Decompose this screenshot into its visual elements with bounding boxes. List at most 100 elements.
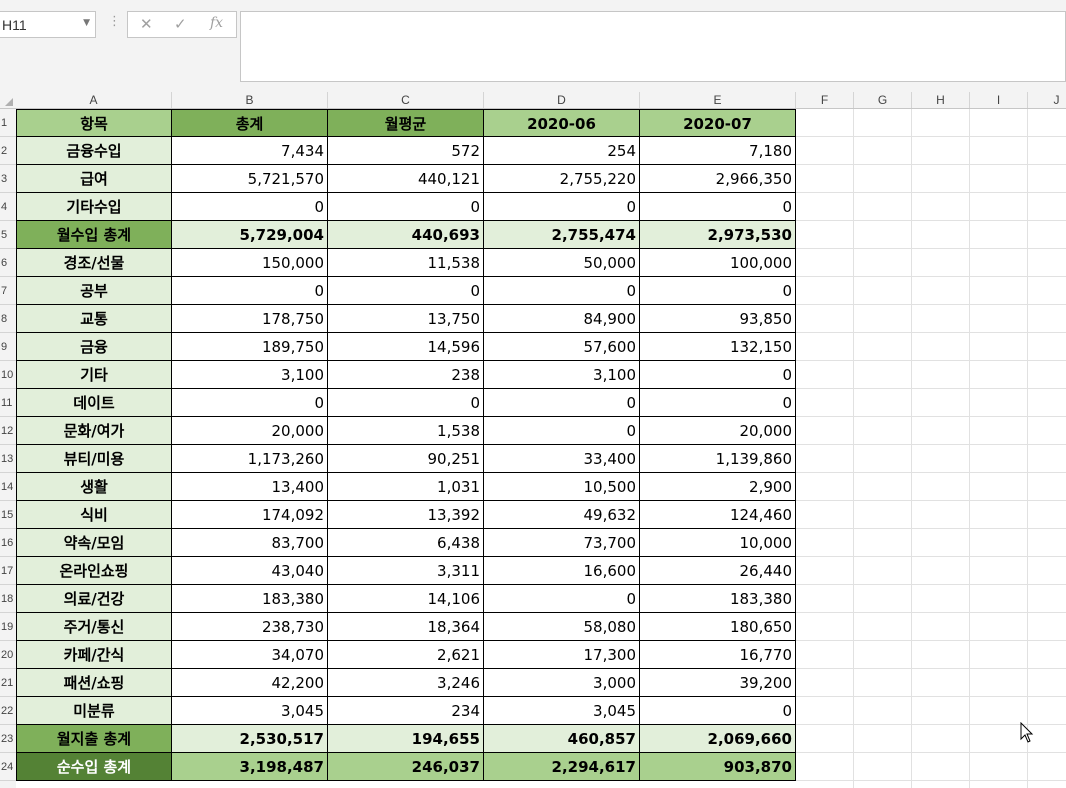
value-cell[interactable]: 57,600	[484, 333, 640, 361]
value-cell[interactable]: 0	[640, 277, 796, 305]
column-header-i[interactable]: I	[970, 92, 1028, 108]
value-cell[interactable]: 1,538	[328, 417, 484, 445]
value-cell[interactable]: 3,100	[484, 361, 640, 389]
value-cell[interactable]: 13,400	[172, 473, 328, 501]
value-cell[interactable]: 194,655	[328, 725, 484, 753]
row-header-9[interactable]: 9	[0, 333, 16, 361]
row-header-21[interactable]: 21	[0, 669, 16, 697]
row-label-cell[interactable]: 식비	[16, 501, 172, 529]
row-label-cell[interactable]: 월수입 총계	[16, 221, 172, 249]
row-label-cell[interactable]: 카페/간식	[16, 641, 172, 669]
value-cell[interactable]: 2,966,350	[640, 165, 796, 193]
value-cell[interactable]: 2,973,530	[640, 221, 796, 249]
value-cell[interactable]: 572	[328, 137, 484, 165]
value-cell[interactable]: 83,700	[172, 529, 328, 557]
row-label-cell[interactable]: 온라인쇼핑	[16, 557, 172, 585]
row-header-7[interactable]: 7	[0, 277, 16, 305]
value-cell[interactable]: 90,251	[328, 445, 484, 473]
value-cell[interactable]: 3,246	[328, 669, 484, 697]
value-cell[interactable]: 0	[172, 193, 328, 221]
row-header-19[interactable]: 19	[0, 613, 16, 641]
value-cell[interactable]: 1,031	[328, 473, 484, 501]
value-cell[interactable]: 16,770	[640, 641, 796, 669]
row-label-cell[interactable]: 데이트	[16, 389, 172, 417]
value-cell[interactable]: 0	[328, 277, 484, 305]
value-cell[interactable]: 0	[328, 389, 484, 417]
value-cell[interactable]: 3,100	[172, 361, 328, 389]
value-cell[interactable]: 42,200	[172, 669, 328, 697]
value-cell[interactable]: 238	[328, 361, 484, 389]
value-cell[interactable]: 2,621	[328, 641, 484, 669]
row-header-6[interactable]: 6	[0, 249, 16, 277]
column-header-d[interactable]: D	[484, 92, 640, 108]
value-cell[interactable]: 1,139,860	[640, 445, 796, 473]
value-cell[interactable]: 124,460	[640, 501, 796, 529]
value-cell[interactable]: 33,400	[484, 445, 640, 473]
value-cell[interactable]: 10,500	[484, 473, 640, 501]
formula-input[interactable]	[240, 11, 1066, 82]
value-cell[interactable]: 180,650	[640, 613, 796, 641]
value-cell[interactable]: 34,070	[172, 641, 328, 669]
row-label-cell[interactable]: 약속/모임	[16, 529, 172, 557]
header-cell[interactable]: 항목	[16, 109, 172, 137]
row-label-cell[interactable]: 교통	[16, 305, 172, 333]
value-cell[interactable]: 49,632	[484, 501, 640, 529]
value-cell[interactable]: 100,000	[640, 249, 796, 277]
row-header-11[interactable]: 11	[0, 389, 16, 417]
value-cell[interactable]: 3,045	[484, 697, 640, 725]
value-cell[interactable]: 11,538	[328, 249, 484, 277]
row-label-cell[interactable]: 공부	[16, 277, 172, 305]
header-cell[interactable]: 월평균	[328, 109, 484, 137]
value-cell[interactable]: 2,755,474	[484, 221, 640, 249]
chevron-down-icon[interactable]: ▼	[83, 18, 90, 28]
row-header-18[interactable]: 18	[0, 585, 16, 613]
value-cell[interactable]: 2,755,220	[484, 165, 640, 193]
value-cell[interactable]: 7,434	[172, 137, 328, 165]
row-label-cell[interactable]: 경조/선물	[16, 249, 172, 277]
value-cell[interactable]: 0	[640, 193, 796, 221]
insert-function-icon[interactable]: fx	[210, 15, 224, 31]
row-label-cell[interactable]: 주거/통신	[16, 613, 172, 641]
row-header-4[interactable]: 4	[0, 193, 16, 221]
row-header-24[interactable]: 24	[0, 753, 16, 781]
header-cell[interactable]: 총계	[172, 109, 328, 137]
row-header-13[interactable]: 13	[0, 445, 16, 473]
row-header-2[interactable]: 2	[0, 137, 16, 165]
row-header-10[interactable]: 10	[0, 361, 16, 389]
select-all-button[interactable]	[0, 92, 16, 108]
value-cell[interactable]: 6,438	[328, 529, 484, 557]
header-cell[interactable]: 2020-07	[640, 109, 796, 137]
row-label-cell[interactable]: 기타수입	[16, 193, 172, 221]
row-label-cell[interactable]: 의료/건강	[16, 585, 172, 613]
column-header-a[interactable]: A	[16, 92, 172, 108]
value-cell[interactable]: 150,000	[172, 249, 328, 277]
value-cell[interactable]: 0	[640, 389, 796, 417]
row-label-cell[interactable]: 생활	[16, 473, 172, 501]
value-cell[interactable]: 2,900	[640, 473, 796, 501]
value-cell[interactable]: 3,045	[172, 697, 328, 725]
value-cell[interactable]: 0	[328, 193, 484, 221]
value-cell[interactable]: 13,750	[328, 305, 484, 333]
value-cell[interactable]: 183,380	[172, 585, 328, 613]
value-cell[interactable]: 20,000	[172, 417, 328, 445]
formula-bar-grip-icon[interactable]: ⋮	[108, 14, 121, 29]
row-label-cell[interactable]: 순수입 총계	[16, 753, 172, 781]
column-header-g[interactable]: G	[854, 92, 912, 108]
value-cell[interactable]: 2,069,660	[640, 725, 796, 753]
row-header-16[interactable]: 16	[0, 529, 16, 557]
value-cell[interactable]: 50,000	[484, 249, 640, 277]
value-cell[interactable]: 234	[328, 697, 484, 725]
value-cell[interactable]: 0	[172, 277, 328, 305]
row-label-cell[interactable]: 금융수입	[16, 137, 172, 165]
value-cell[interactable]: 3,198,487	[172, 753, 328, 781]
value-cell[interactable]: 3,000	[484, 669, 640, 697]
value-cell[interactable]: 58,080	[484, 613, 640, 641]
value-cell[interactable]: 903,870	[640, 753, 796, 781]
row-header-22[interactable]: 22	[0, 697, 16, 725]
value-cell[interactable]: 14,106	[328, 585, 484, 613]
cancel-icon[interactable]: ✕	[140, 15, 153, 33]
value-cell[interactable]: 189,750	[172, 333, 328, 361]
value-cell[interactable]: 183,380	[640, 585, 796, 613]
value-cell[interactable]: 178,750	[172, 305, 328, 333]
value-cell[interactable]: 440,121	[328, 165, 484, 193]
